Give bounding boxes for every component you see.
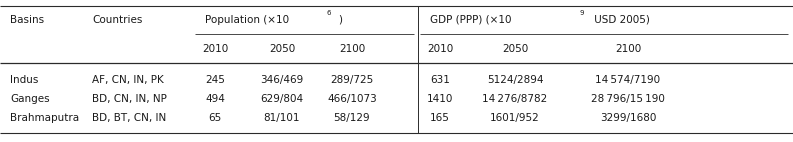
Text: 2100: 2100	[339, 44, 365, 54]
Text: 1601/952: 1601/952	[490, 113, 540, 123]
Text: 14 574/7190: 14 574/7190	[596, 75, 661, 85]
Text: 2050: 2050	[502, 44, 528, 54]
Text: AF, CN, IN, PK: AF, CN, IN, PK	[92, 75, 163, 85]
Text: 629/804: 629/804	[260, 94, 304, 104]
Text: 631: 631	[430, 75, 450, 85]
Text: 5124/2894: 5124/2894	[487, 75, 543, 85]
Text: 346/469: 346/469	[260, 75, 304, 85]
Text: 289/725: 289/725	[331, 75, 374, 85]
Text: 2010: 2010	[427, 44, 453, 54]
Text: 65: 65	[209, 113, 221, 123]
Text: ): )	[339, 15, 343, 25]
Text: BD, CN, IN, NP: BD, CN, IN, NP	[92, 94, 167, 104]
Text: 2050: 2050	[269, 44, 295, 54]
Text: Basins: Basins	[10, 15, 44, 25]
Text: Ganges: Ganges	[10, 94, 50, 104]
Text: 494: 494	[205, 94, 225, 104]
Text: 28 796/15 190: 28 796/15 190	[591, 94, 665, 104]
Text: 58/129: 58/129	[334, 113, 370, 123]
Text: Indus: Indus	[10, 75, 38, 85]
Text: 2100: 2100	[615, 44, 641, 54]
Text: GDP (PPP) (×10: GDP (PPP) (×10	[430, 15, 511, 25]
Text: Population (×10: Population (×10	[205, 15, 289, 25]
Text: Brahmaputra: Brahmaputra	[10, 113, 79, 123]
Text: Countries: Countries	[92, 15, 143, 25]
Text: 6: 6	[327, 10, 331, 16]
Text: BD, BT, CN, IN: BD, BT, CN, IN	[92, 113, 167, 123]
Text: 165: 165	[430, 113, 450, 123]
Text: 81/101: 81/101	[264, 113, 301, 123]
Text: 9: 9	[579, 10, 584, 16]
Text: USD 2005): USD 2005)	[591, 15, 649, 25]
Text: 2010: 2010	[202, 44, 228, 54]
Text: 3299/1680: 3299/1680	[600, 113, 656, 123]
Text: 466/1073: 466/1073	[328, 94, 377, 104]
Text: 14 276/8782: 14 276/8782	[482, 94, 548, 104]
Text: 1410: 1410	[427, 94, 453, 104]
Text: 245: 245	[205, 75, 225, 85]
